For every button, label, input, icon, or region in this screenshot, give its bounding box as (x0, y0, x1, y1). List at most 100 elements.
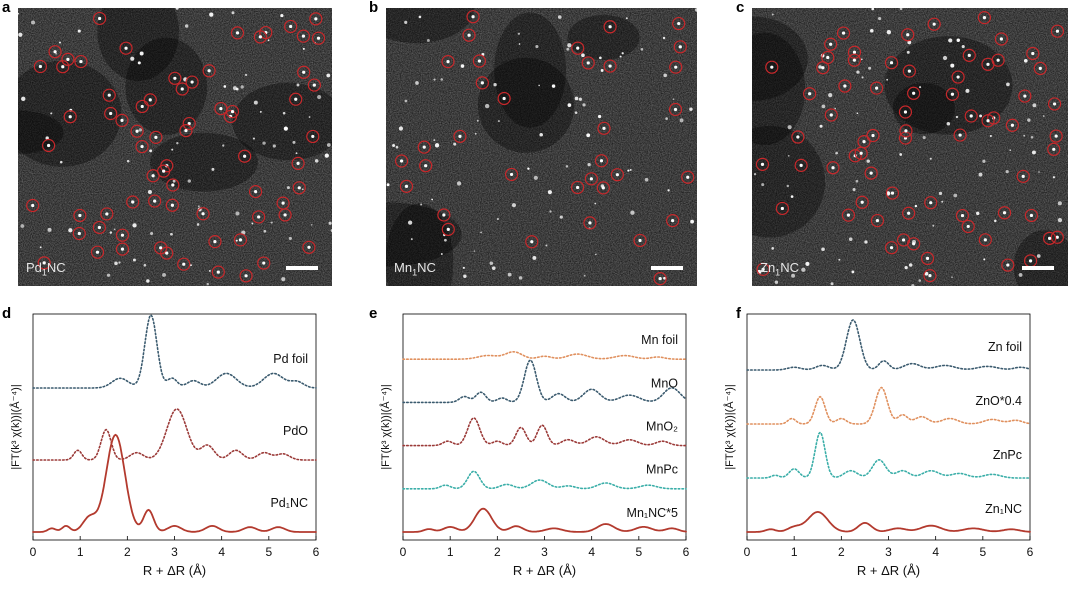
micrograph-dark-patch (752, 125, 826, 238)
single-atom-marker (48, 45, 62, 59)
atom-spot (941, 200, 944, 203)
single-atom (442, 213, 446, 217)
atom-spot (317, 95, 322, 100)
chart-d-svg: 0 1 2 3 4 5 6 R + ΔR (Å) |FT(k³ χ(k))|(Å⁻⁴)| Pd f… (9, 313, 320, 578)
atom-spot (989, 134, 992, 138)
atom-spot (911, 284, 915, 286)
atom-spot (189, 264, 192, 267)
single-atom (61, 65, 65, 69)
single-atom-marker (115, 113, 129, 128)
atom-spot (828, 93, 833, 98)
single-atom (673, 107, 678, 112)
atom-spot (932, 224, 935, 227)
series-label: Mn foil (641, 333, 678, 347)
single-atom-marker (1047, 97, 1062, 111)
single-atom (901, 238, 906, 242)
atom-spot (565, 165, 569, 168)
single-atom (154, 135, 158, 139)
single-atom (480, 81, 484, 85)
single-atom (859, 151, 863, 155)
atom-spot (395, 145, 399, 149)
single-atom (289, 24, 293, 29)
single-atom (424, 164, 428, 168)
atom-spot (1023, 58, 1028, 63)
single-atom (180, 87, 184, 91)
single-atom (120, 233, 125, 237)
single-atom-marker (672, 16, 686, 31)
atom-spot (130, 56, 135, 61)
single-atom-marker (26, 198, 40, 213)
single-atom-marker (148, 194, 162, 208)
panel-label-c: c (736, 0, 745, 16)
x-tick-label: 6 (1027, 545, 1034, 559)
single-atom-marker (962, 48, 976, 62)
series-label: PdO (283, 424, 308, 438)
single-atom-marker (202, 64, 216, 78)
single-atom-marker (978, 233, 992, 247)
single-atom (677, 21, 681, 26)
atom-spot (433, 139, 436, 142)
atom-spot (948, 38, 953, 43)
single-atom (928, 274, 932, 278)
single-atom (608, 25, 612, 29)
atom-spot (994, 219, 997, 223)
single-atom-marker (603, 20, 617, 34)
single-atom-marker (92, 220, 106, 235)
atom-spot (946, 121, 951, 126)
single-atom-marker (211, 265, 225, 279)
single-atom (821, 66, 825, 70)
single-atom (187, 121, 191, 126)
atom-spot (496, 217, 499, 221)
x-tick-label: 2 (494, 545, 501, 559)
single-atom (422, 145, 426, 149)
atom-spot (663, 73, 667, 78)
single-atom (770, 65, 774, 69)
single-atom-marker (100, 207, 114, 221)
atom-spot (753, 173, 757, 176)
atom-spot (834, 107, 837, 110)
atom-spot (474, 132, 477, 135)
single-atom (658, 277, 662, 281)
single-atom (530, 240, 534, 244)
single-atom-marker (475, 76, 489, 90)
single-atom (1055, 29, 1060, 33)
single-atom-marker (525, 235, 539, 249)
atom-spot (566, 47, 570, 51)
atom-spot (886, 29, 892, 35)
atom-spot (473, 250, 476, 252)
single-atom (238, 238, 243, 242)
atom-spot (559, 215, 563, 219)
atom-spot (310, 223, 313, 226)
single-atom-marker (981, 57, 995, 71)
single-atom-marker (847, 45, 862, 59)
single-atom (1054, 134, 1058, 138)
single-atom-marker (90, 245, 105, 259)
x-tick-label: 3 (541, 545, 548, 559)
micrograph-b-image (386, 8, 697, 286)
single-atom (307, 245, 311, 249)
atom-spot (532, 256, 537, 260)
single-atom-marker (673, 40, 687, 54)
single-atom-marker (902, 64, 916, 78)
single-atom-marker (296, 29, 311, 43)
atom-spot (113, 228, 116, 231)
single-atom (760, 162, 765, 166)
single-atom-marker (419, 159, 433, 173)
single-atom (589, 177, 593, 181)
atom-spot (296, 83, 300, 87)
single-atom-marker (870, 81, 884, 95)
x-axis-label: R + ΔR (Å) (143, 563, 206, 578)
single-atom-marker (885, 186, 900, 200)
atom-spot (149, 149, 153, 153)
x-tick-label: 4 (218, 545, 225, 559)
atom-spot (801, 267, 806, 272)
y-axis-label: |FT(k³ χ(k))|(Å⁻⁴)| (723, 384, 736, 469)
chart-d: 0 1 2 3 4 5 6 R + ΔR (Å) |FT(k³ χ(k))|(Å⁻⁴)| Pd f… (0, 296, 356, 592)
micrograph-dark-patch (752, 32, 806, 146)
single-atom (1047, 236, 1052, 240)
atom-spot (851, 270, 855, 274)
atom-spot (326, 143, 331, 147)
single-atom-marker (755, 157, 770, 171)
atom-spot (244, 73, 248, 77)
atom-spot (582, 103, 586, 107)
